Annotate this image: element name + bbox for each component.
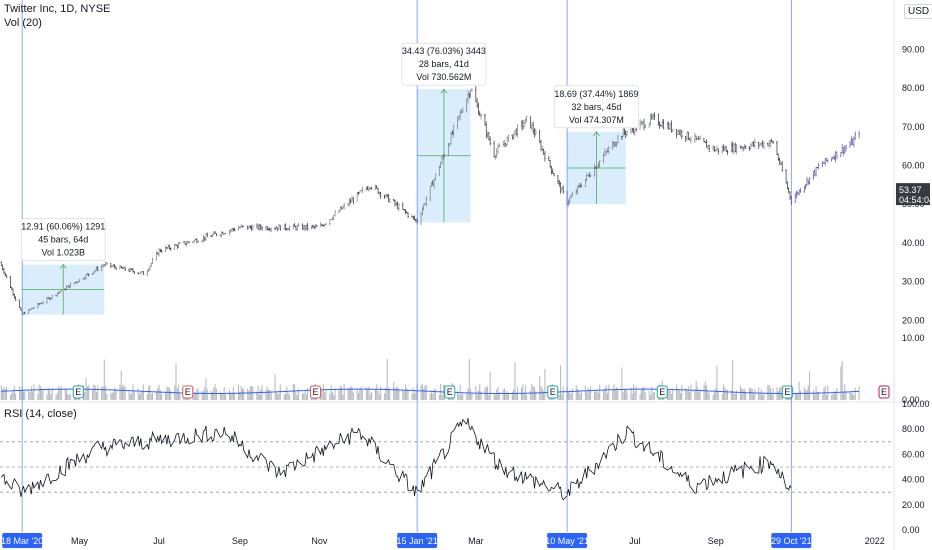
measure-tooltip-2: 34.43 (76.03%) 3443 28 bars, 41d Vol 730.5… [401,42,487,86]
earnings-marker-7: E [781,385,793,399]
price-axis-tick-80: 80.00 [902,83,925,93]
price-axis-tick-40: 40.00 [902,238,925,248]
measure-tooltip-line3-2: Vol 730.562M [416,72,471,82]
date-marker-text-2: 15 Jan '21 [397,536,438,546]
earnings-marker-label-7: E [784,387,790,397]
price-axis-tick-30: 30.00 [902,277,925,287]
volume-study-label[interactable]: Vol (20) [4,17,42,29]
candles-group [0,86,860,315]
measure-tooltip-line1-1: 12.91 (60.06%) 1291 [21,222,105,232]
rsi-axis-tick-80: 80.00 [902,424,925,434]
x-axis-tick-2: Jul [153,536,165,546]
date-marker-badge-3: 10 May '21 [545,533,589,548]
earnings-marker-next-label: E [881,387,887,397]
earnings-marker-next: E [878,385,890,399]
measure-tooltip-line3-1: Vol 1.023B [41,248,85,258]
rsi-axis-tick-60: 60.00 [902,449,925,459]
measure-arrow-1 [59,263,67,269]
measure-tooltip-line1-3: 18.69 (37.44%) 1869 [554,89,638,99]
x-axis-tick-8: 2022 [865,536,885,546]
earnings-marker-label-5: E [550,387,556,397]
rsi-axis-tick-100: 100.00 [902,399,930,409]
earnings-marker-1: E [72,385,84,399]
volume-group [0,359,860,400]
volume-ma-line [1,388,860,394]
rsi-axis-tick-40: 40.00 [902,475,925,485]
earnings-marker-label-1: E [75,387,81,397]
measure-tooltip-line1-2: 34.43 (76.03%) 3443 [402,46,486,56]
x-axis-tick-4: Nov [311,536,328,546]
date-marker-text-1: 18 Mar '20 [1,536,43,546]
volume-axis-tick-0: 10.00 [902,333,925,343]
x-axis-tick-5: Mar [468,536,484,546]
earnings-marker-label-6: E [659,387,665,397]
measure-tooltip-line2-1: 45 bars, 64d [38,235,88,245]
measure-tooltip-1: 12.91 (60.06%) 1291 45 bars, 64d Vol 1.023… [20,218,106,262]
earnings-marker-label-3: E [312,387,318,397]
measure-tooltip-3: 18.69 (37.44%) 1869 32 bars, 45d Vol 474.3… [553,85,639,129]
x-axis-tick-6: Jul [629,536,641,546]
date-marker-badge-2: 15 Jan '21 [397,533,438,548]
last-price-countdown: 04:54:04 [899,195,932,205]
price-unit-badge[interactable]: USD [904,4,932,19]
earnings-marker-6: E [656,385,668,399]
earnings-marker-label-2: E [185,387,191,397]
price-axis-tick-90: 90.00 [902,44,925,54]
earnings-marker-label-4: E [447,387,453,397]
date-marker-badge-4: 29 Oct '21 [771,533,812,548]
date-marker-text-4: 29 Oct '21 [771,536,812,546]
rsi-axis-tick-20: 20.00 [902,500,925,510]
measure-tooltip-line2-2: 28 bars, 41d [419,59,469,69]
x-axis-tick-3: Sep [232,536,248,546]
price-axis-tick-20: 20.00 [902,315,925,325]
measure-tooltip-line2-3: 32 bars, 45d [571,102,621,112]
measure-arrow-2 [440,88,448,94]
earnings-marker-4: E [444,385,456,399]
last-price-value: 53.37 [899,185,922,195]
date-marker-badge-1: 18 Mar '20 [1,533,43,548]
date-marker-text-3: 10 May '21 [545,536,589,546]
symbol-title: Twitter Inc, 1D, NYSE [4,3,111,15]
earnings-marker-3: E [309,385,321,399]
earnings-marker-5: E [547,385,559,399]
measure-arrow-3 [593,131,600,137]
rsi-axis-tick-0: 0.00 [902,525,920,535]
earnings-marker-2: E [182,385,194,399]
price-axis-tick-70: 70.00 [902,122,925,132]
volume-axis-tick-1: 0.00 [902,395,920,405]
x-axis-tick-1: May [71,536,89,546]
x-axis-tick-7: Sep [708,536,724,546]
price-axis-tick-60: 60.00 [902,160,925,170]
measure-tooltip-line3-3: Vol 474.307M [569,115,624,125]
rsi-line [0,418,792,501]
rsi-study-label[interactable]: RSI (14, close) [4,408,77,420]
